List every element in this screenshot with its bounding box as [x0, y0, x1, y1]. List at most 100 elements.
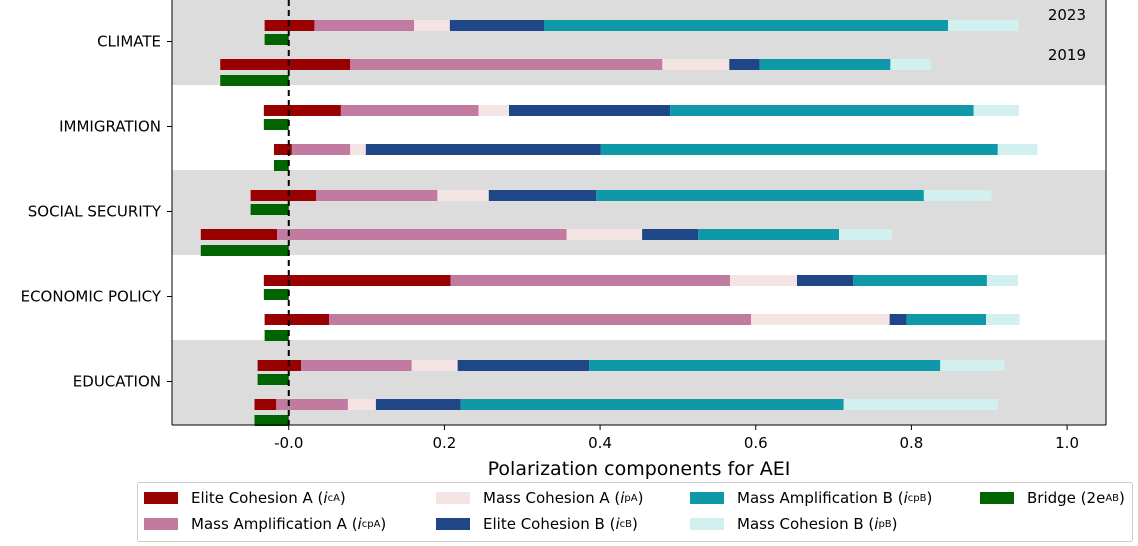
legend-item-mass-amplification-b: Mass Amplification B (i cpB)	[690, 489, 932, 507]
legend-label: Mass Cohesion A	[483, 489, 610, 507]
legend-item-elite-cohesion-a: Elite Cohesion A (i cA)	[144, 489, 346, 507]
legend-swatch	[436, 518, 470, 530]
bar-segment	[853, 275, 987, 286]
bar-segment	[923, 190, 992, 201]
bar-segment	[437, 190, 489, 201]
bar-segment	[264, 314, 330, 325]
bar-segment	[478, 105, 510, 116]
legend-swatch	[980, 492, 1014, 504]
bar-segment	[488, 190, 597, 201]
category-label: ECONOMIC POLICY	[21, 288, 162, 306]
category-band	[172, 85, 1106, 170]
bar-segment	[314, 20, 415, 31]
bridge-bar	[200, 245, 289, 256]
legend-swatch	[690, 518, 724, 530]
legend-label: Mass Cohesion B	[737, 515, 864, 533]
bar-segment	[375, 399, 461, 410]
category-label: CLIMATE	[97, 33, 161, 51]
bridge-bar	[257, 374, 289, 385]
bar-segment	[200, 229, 278, 240]
bar-segment	[263, 275, 451, 286]
legend-item-elite-cohesion-b: Elite Cohesion B (i cB)	[436, 515, 638, 533]
bridge-bar	[273, 160, 289, 171]
bar-segment	[544, 20, 948, 31]
bar-segment	[839, 229, 892, 240]
bar-segment	[759, 59, 891, 70]
category-label: EDUCATION	[73, 373, 161, 391]
bar-segment	[301, 360, 412, 371]
bridge-bar	[264, 34, 289, 45]
bar-segment	[365, 144, 601, 155]
category-band	[172, 255, 1106, 340]
bar-segment	[600, 144, 998, 155]
bar-segment	[997, 144, 1038, 155]
legend-swatch	[690, 492, 724, 504]
x-axis-title: Polarization components for AEI	[488, 458, 791, 480]
bar-segment	[250, 190, 316, 201]
bar-segment	[291, 144, 351, 155]
bar-segment	[277, 229, 567, 240]
x-tick-label: 0.2	[432, 434, 456, 452]
x-tick-label: -0.0	[274, 434, 303, 452]
bar-segment	[329, 314, 752, 325]
bar-segment	[940, 360, 1005, 371]
legend-label: Elite Cohesion A	[191, 489, 313, 507]
stacked-bar-chart: CLIMATE IMMIGRATION SOCIAL SECURITY ECONOMI…	[21, 0, 1107, 480]
legend-swatch	[144, 518, 178, 530]
category-band	[172, 0, 1106, 85]
bar-segment	[411, 360, 458, 371]
legend-item-mass-amplification-a: Mass Amplification A (i cpA)	[144, 515, 386, 533]
bridge-bar	[264, 330, 289, 341]
bar-segment	[730, 275, 798, 286]
x-tick-label: 0.6	[744, 434, 768, 452]
bar-segment	[596, 190, 924, 201]
bar-segment	[460, 399, 844, 410]
bar-segment	[414, 20, 450, 31]
bar-segment	[642, 229, 699, 240]
bar-segment	[589, 360, 941, 371]
bar-segment	[347, 399, 376, 410]
bar-segment	[257, 360, 302, 371]
bar-segment	[906, 314, 987, 325]
bar-segment	[670, 105, 974, 116]
bar-segment	[449, 20, 545, 31]
bar-segment	[986, 314, 1020, 325]
bar-segment	[889, 314, 907, 325]
legend-swatch	[436, 492, 470, 504]
year-label-2019: 2019	[1048, 46, 1086, 64]
legend-swatch	[144, 492, 178, 504]
x-tick-label: 0.4	[588, 434, 612, 452]
category-label: IMMIGRATION	[59, 118, 161, 136]
bar-segment	[350, 144, 366, 155]
bridge-bar	[220, 75, 289, 86]
bar-segment	[457, 360, 590, 371]
bar-segment	[797, 275, 854, 286]
bar-segment	[276, 399, 348, 410]
category-band	[172, 340, 1106, 425]
legend-item-bridge: Bridge (2e AB)	[980, 489, 1125, 507]
legend-label: Mass Amplification B	[737, 489, 893, 507]
bar-segment	[662, 59, 730, 70]
bar-segment	[450, 275, 731, 286]
bridge-bar	[263, 289, 289, 300]
legend-label: Mass Amplification A	[191, 515, 347, 533]
bar-segment	[698, 229, 840, 240]
bar-segment	[947, 20, 1019, 31]
bar-segment	[509, 105, 671, 116]
legend-item-mass-cohesion-b: Mass Cohesion B (i pB)	[690, 515, 898, 533]
bar-segment	[315, 190, 438, 201]
bridge-bar	[254, 415, 289, 426]
bar-segment	[973, 105, 1019, 116]
bar-segment	[340, 105, 479, 116]
x-tick-label: 1.0	[1055, 434, 1079, 452]
year-label-2023: 2023	[1048, 6, 1086, 24]
bar-segment	[890, 59, 931, 70]
bridge-bar	[263, 119, 289, 130]
category-band	[172, 170, 1106, 255]
bar-segment	[566, 229, 643, 240]
bar-segment	[254, 399, 277, 410]
bar-segment	[220, 59, 351, 70]
bar-segment	[986, 275, 1019, 286]
category-label: SOCIAL SECURITY	[28, 203, 162, 221]
legend-item-mass-cohesion-a: Mass Cohesion A (i pA)	[436, 489, 643, 507]
